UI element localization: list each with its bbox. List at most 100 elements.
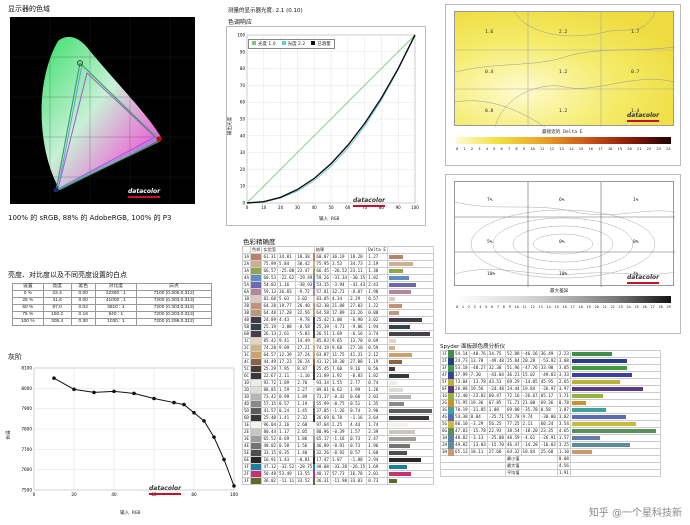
accuracy-swatch (250, 421, 263, 429)
accuracy-cell: 1.45 (295, 407, 315, 415)
accuracy-bar-cell (386, 316, 434, 324)
accuracy-id: 1C (241, 337, 252, 345)
accuracy-cell: 36.31 (313, 477, 331, 485)
spyder-cell: 9.74 (520, 413, 540, 421)
spyder-summary-value: 0.08 (556, 455, 571, 463)
spyder-bar-cell (569, 385, 661, 393)
accuracy-swatch (250, 365, 263, 373)
accuracy-bar-cell (386, 323, 434, 331)
accuracy-cell: 0.57 (348, 449, 368, 457)
scale-tick: 12 (530, 305, 535, 309)
spyder-cell: 1G (440, 392, 452, 400)
gamma-ytick: 10 (240, 184, 246, 189)
spyder-cell: -26.91 (538, 434, 558, 442)
grey-ytick: 8100 (21, 366, 32, 371)
spyder-bar (571, 359, 628, 363)
accuracy-cell: -0.39 (329, 428, 350, 436)
accuracy-cell: 60.53 (261, 274, 279, 282)
accuracy-bar (388, 346, 396, 350)
accuracy-bar (388, 479, 397, 483)
spyder-summary-value: 1.91 (556, 469, 571, 477)
spyder-bar (571, 443, 631, 447)
accuracy-swatch (250, 358, 263, 366)
scale-tick: 20 (627, 146, 632, 151)
spyder-bar-cell (569, 399, 661, 407)
gamma-xtick: 80 (379, 205, 385, 210)
accuracy-cell: 2.76 (295, 379, 315, 387)
accuracy-bar-cell (386, 449, 434, 457)
accuracy-swatch (250, 330, 263, 338)
spyder-bar-cell (569, 420, 661, 428)
accuracy-cell: 33.15 (261, 449, 279, 457)
grey-xlabel: 输入 RGB (120, 511, 141, 516)
accuracy-cell: -0.81 (295, 456, 315, 464)
accuracy-cell: -28.75 (295, 463, 315, 471)
luminance-cell: 150.2 (42, 311, 72, 319)
accuracy-cell: 74.19 (313, 344, 331, 352)
accuracy-swatch (250, 372, 263, 380)
accuracy-cell: 21.08 (329, 302, 350, 310)
spyder-cell: 2F (440, 357, 452, 365)
accuracy-cell: 2.39 (366, 428, 388, 436)
accuracy-cell: 82.68 (261, 295, 279, 303)
gamma-ytick: 50 (240, 117, 246, 122)
accuracy-cell: 25.39 (313, 323, 331, 331)
gamma-ytick: 100 (237, 33, 245, 38)
accuracy-bar (388, 262, 413, 266)
accuracy-row: 4E 48.02 0.58 1.56 46.89 -0.91 0.73 1.96 (241, 442, 434, 450)
spyder-cell: -18.20 (520, 427, 540, 435)
accuracy-cell: -6.16 (348, 330, 368, 338)
spyder-title: Spyder 面板颜色质分析仪 (440, 344, 506, 350)
accuracy-bar (388, 339, 397, 343)
accuracy-id: 1B (241, 295, 252, 303)
accuracy-cell: 17.23 (277, 358, 297, 366)
gamma-title: 测量的显示器光度: 2.1 (0.10) (228, 8, 303, 14)
spyder-cell: 3.54 (556, 420, 571, 428)
grey-ytick: 7800 (21, 427, 32, 432)
luminance-cell: 0.16 (70, 311, 96, 319)
spyder-bar-cell (569, 350, 661, 358)
accuracy-cell: 23.11 (348, 267, 368, 275)
luminance-cell: 7200 (0.303,0.313) (135, 304, 213, 312)
spyder-cell: 70.19 (448, 406, 470, 414)
scale-tick: 8 (502, 305, 505, 309)
spyder-cell: 77.25 (504, 420, 522, 428)
accuracy-cell: 9.09 (277, 344, 297, 352)
accuracy-cell: 1.99 (348, 386, 368, 394)
accuracy-bar-cell (386, 288, 434, 296)
datacolor-logo-2: datacolor (353, 197, 386, 207)
spyder-cell: 73.04 (448, 378, 470, 386)
accuracy-row: 5B 25.19 -3.88 -8.58 25.39 -4.71 -9.06 1.94 (241, 323, 434, 331)
luminance-cell: 22.4 (42, 290, 72, 298)
spyder-cell: 48.82 (448, 434, 470, 442)
accuracy-bar (388, 395, 412, 399)
de-cell-r1c3: 1.7 (631, 30, 640, 35)
accuracy-cell: -6.90 (348, 316, 368, 324)
accuracy-row: 6E 16.91 1.43 -0.81 17.47 1.87 -1.88 2.94 (241, 456, 434, 464)
accuracy-cell: 36.19 (329, 253, 350, 261)
grey-xtick: 0 (33, 492, 36, 497)
accuracy-cell: 64.58 (313, 309, 331, 317)
accuracy-cell: 0.73 (366, 477, 388, 485)
accuracy-cell: 75.95 (313, 260, 331, 268)
accuracy-cell: 12.39 (277, 351, 297, 359)
spyder-cell: 7.30 (468, 371, 488, 379)
accuracy-cell: 65.52 (261, 435, 279, 443)
grey-point (112, 389, 116, 394)
accuracy-bar-cell (386, 253, 434, 261)
accuracy-cell: 0.74 (366, 379, 388, 387)
scale-tick: 9 (522, 146, 526, 151)
spyder-row: 3F 53.18 -40.27 32.38 51.96 -47.76 33.90 3.05 (440, 364, 661, 372)
de-cell-r1c1: 1.6 (485, 30, 494, 35)
grey-point (222, 457, 226, 462)
accuracy-bar (388, 318, 423, 322)
triangle-display (55, 61, 162, 193)
scale-tick: 3 (478, 146, 481, 151)
scale-tick: 6 (491, 305, 494, 309)
accuracy-cell: 2.77 (348, 379, 368, 387)
scale-tick: 3 (473, 305, 476, 309)
accuracy-cell: 93.34 (313, 379, 331, 387)
accuracy-swatch (250, 281, 263, 289)
uniformity-scale-bar (456, 137, 671, 144)
spyder-row: 5G 80.10 -3.29 56.25 77.25 2.11 60.24 3.54 (440, 420, 661, 428)
